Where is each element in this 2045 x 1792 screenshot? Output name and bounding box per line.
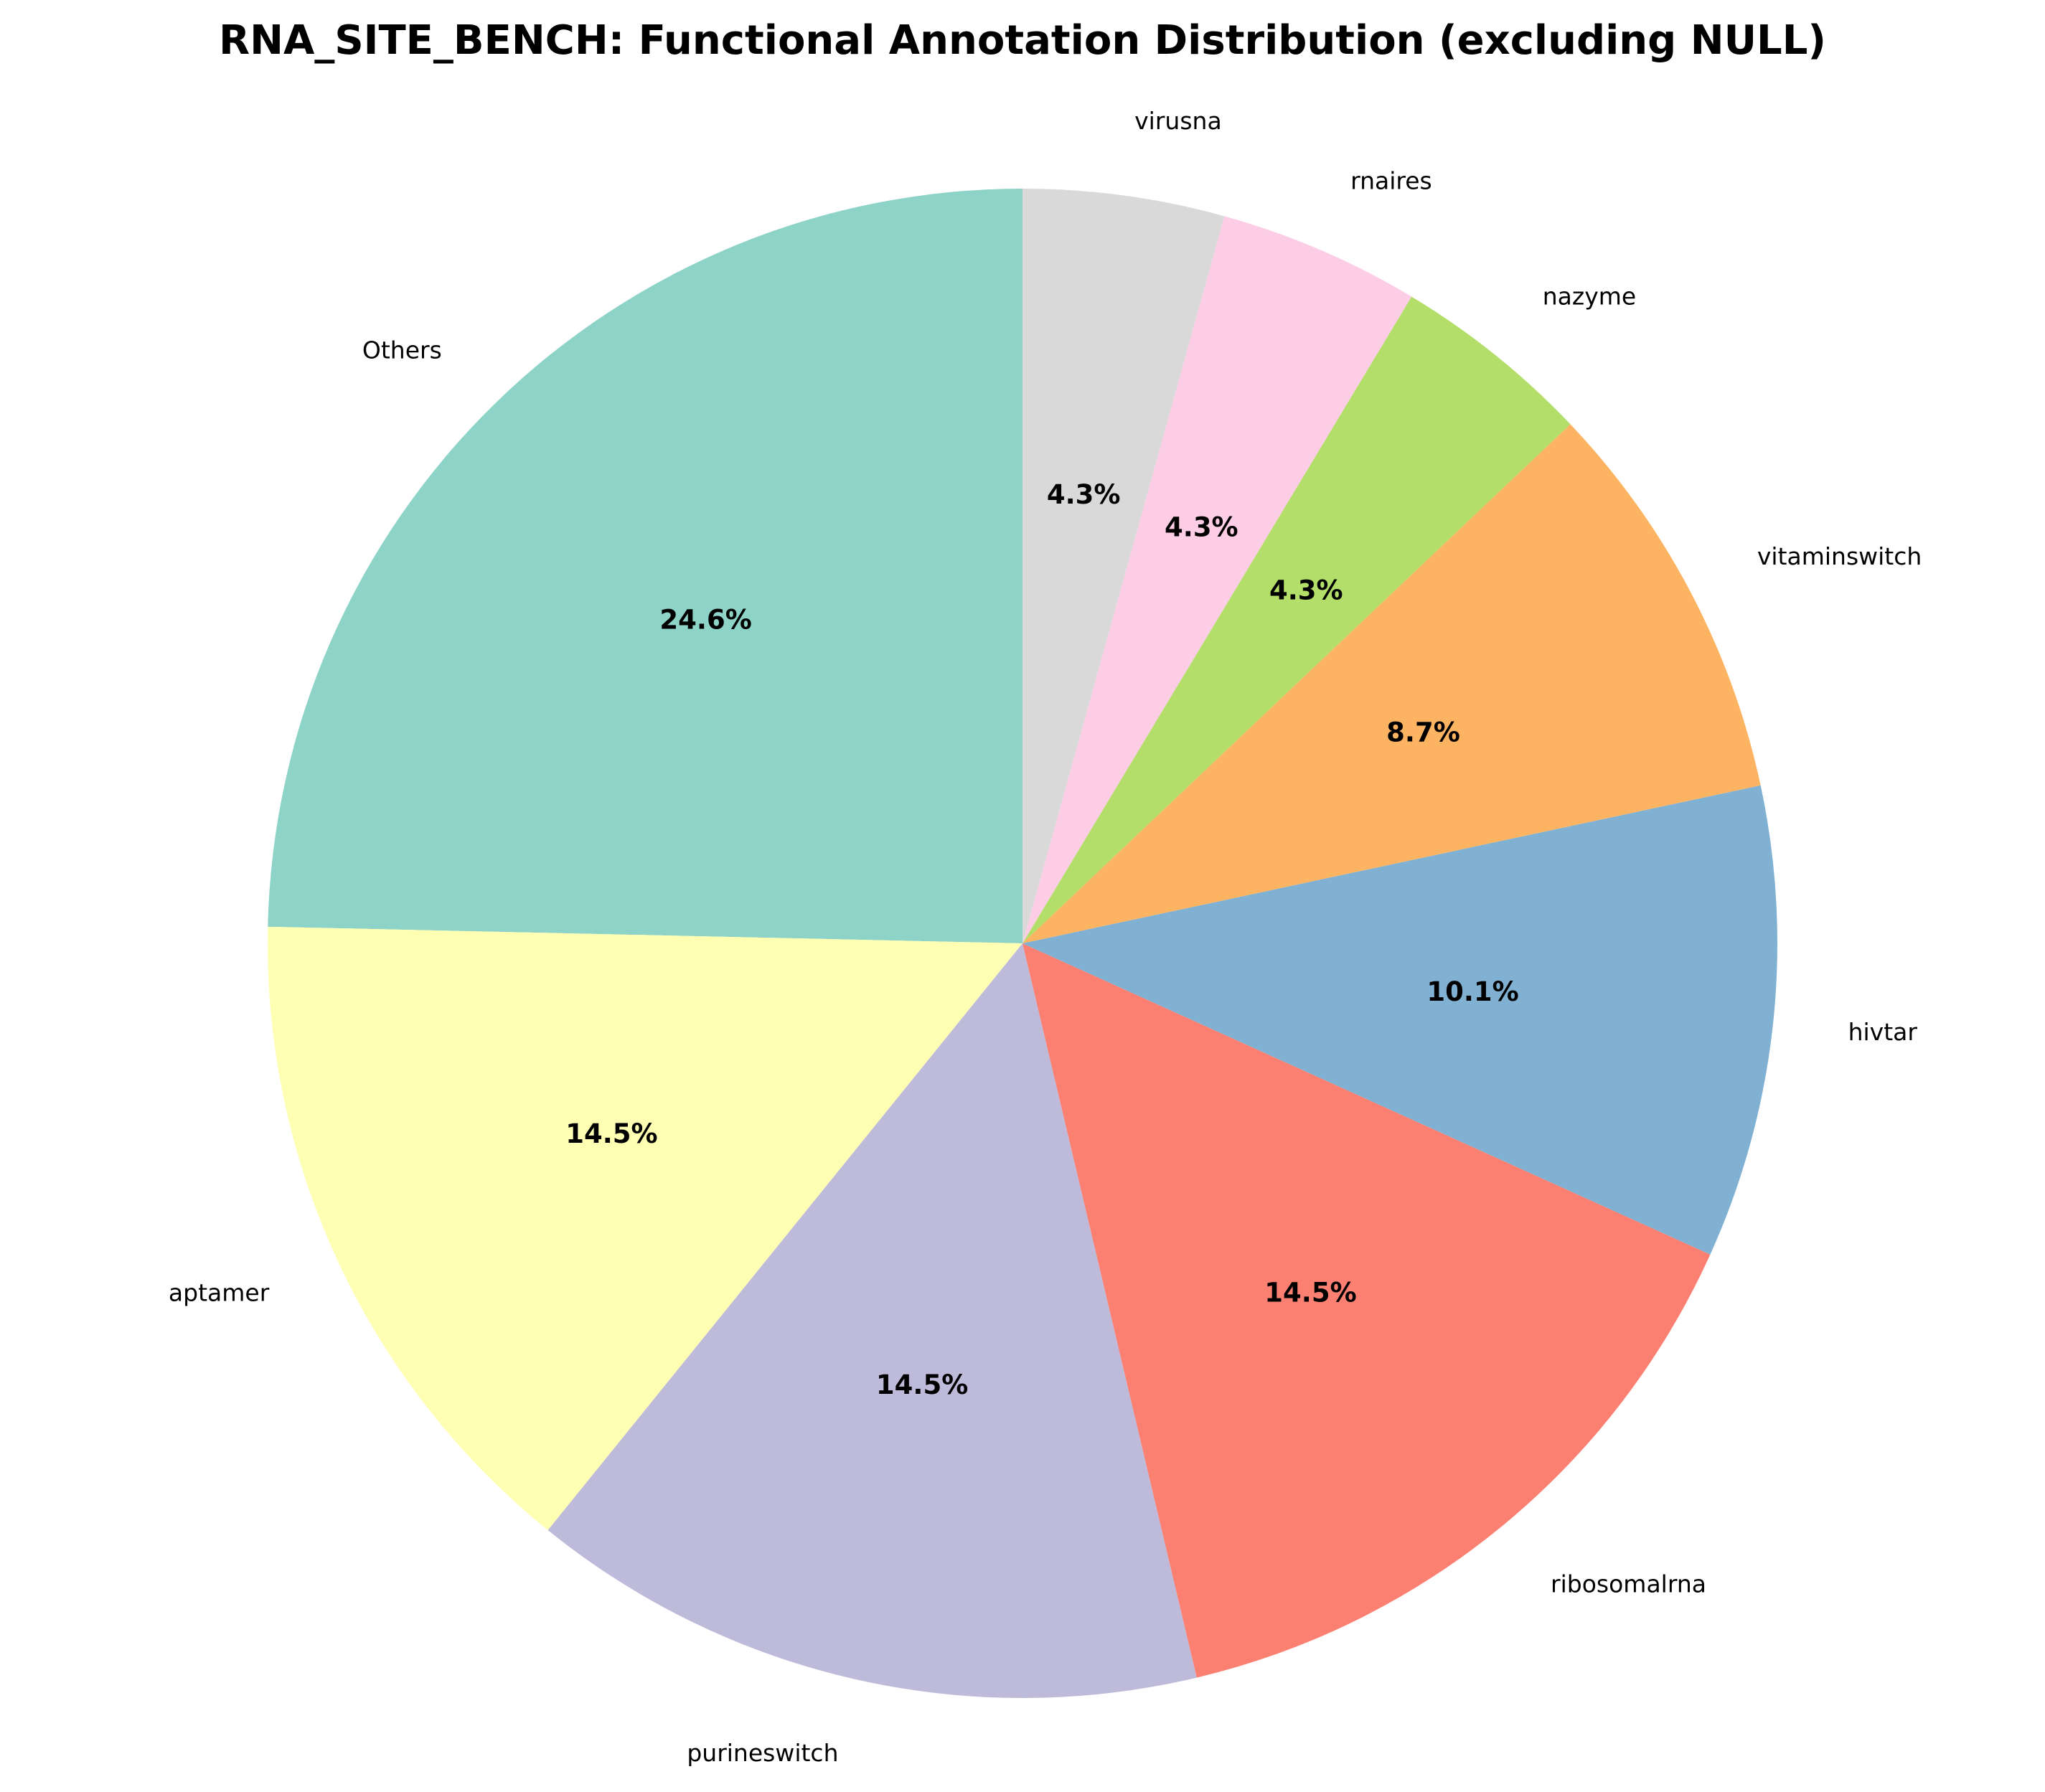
pie-labels: 24.6% Others 14.5% aptamer 14.5% purineswitch… [169,107,1922,1767]
pct-label-vitaminswitch: 8.7% [1386,717,1460,748]
pie-slice-rnaires [1022,216,1412,944]
pct-label-rnaires: 4.3% [1165,512,1238,543]
pie-slice-nazyme [1022,296,1571,944]
slice-label-nazyme: nazyme [1543,282,1636,310]
slice-label-virusna: virusna [1134,107,1222,135]
pct-label-others: 24.6% [659,604,751,635]
slice-label-ribosomalrna: ribosomalrna [1551,1570,1706,1598]
pie-slice-purineswitch [547,943,1197,1698]
pct-label-virusna: 4.3% [1047,479,1121,510]
pct-label-purineswitch: 14.5% [876,1369,968,1400]
pie-slice-ribosomalrna [1022,943,1711,1678]
pie-slice-others [268,189,1023,943]
slice-label-hivtar: hivtar [1848,1018,1918,1046]
pct-label-nazyme: 4.3% [1269,575,1343,605]
slice-label-aptamer: aptamer [169,1279,270,1307]
pie-slice-vitaminswitch [1022,424,1761,943]
slice-label-vitaminswitch: vitaminswitch [1757,542,1922,570]
slice-label-others: Others [362,336,442,364]
pie-slice-virusna [1022,189,1225,943]
pie-slices [268,189,1777,1698]
pie-slice-hivtar [1022,785,1777,1255]
pct-label-aptamer: 14.5% [565,1118,657,1149]
pie-slice-aptamer [268,926,1023,1531]
slice-label-purineswitch: purineswitch [687,1739,838,1767]
pct-label-hivtar: 10.1% [1426,976,1518,1007]
pct-label-ribosomalrna: 14.5% [1264,1278,1356,1308]
chart-title: RNA_SITE_BENCH: Functional Annotation Di… [219,17,1826,64]
slice-label-rnaires: rnaires [1350,166,1432,194]
